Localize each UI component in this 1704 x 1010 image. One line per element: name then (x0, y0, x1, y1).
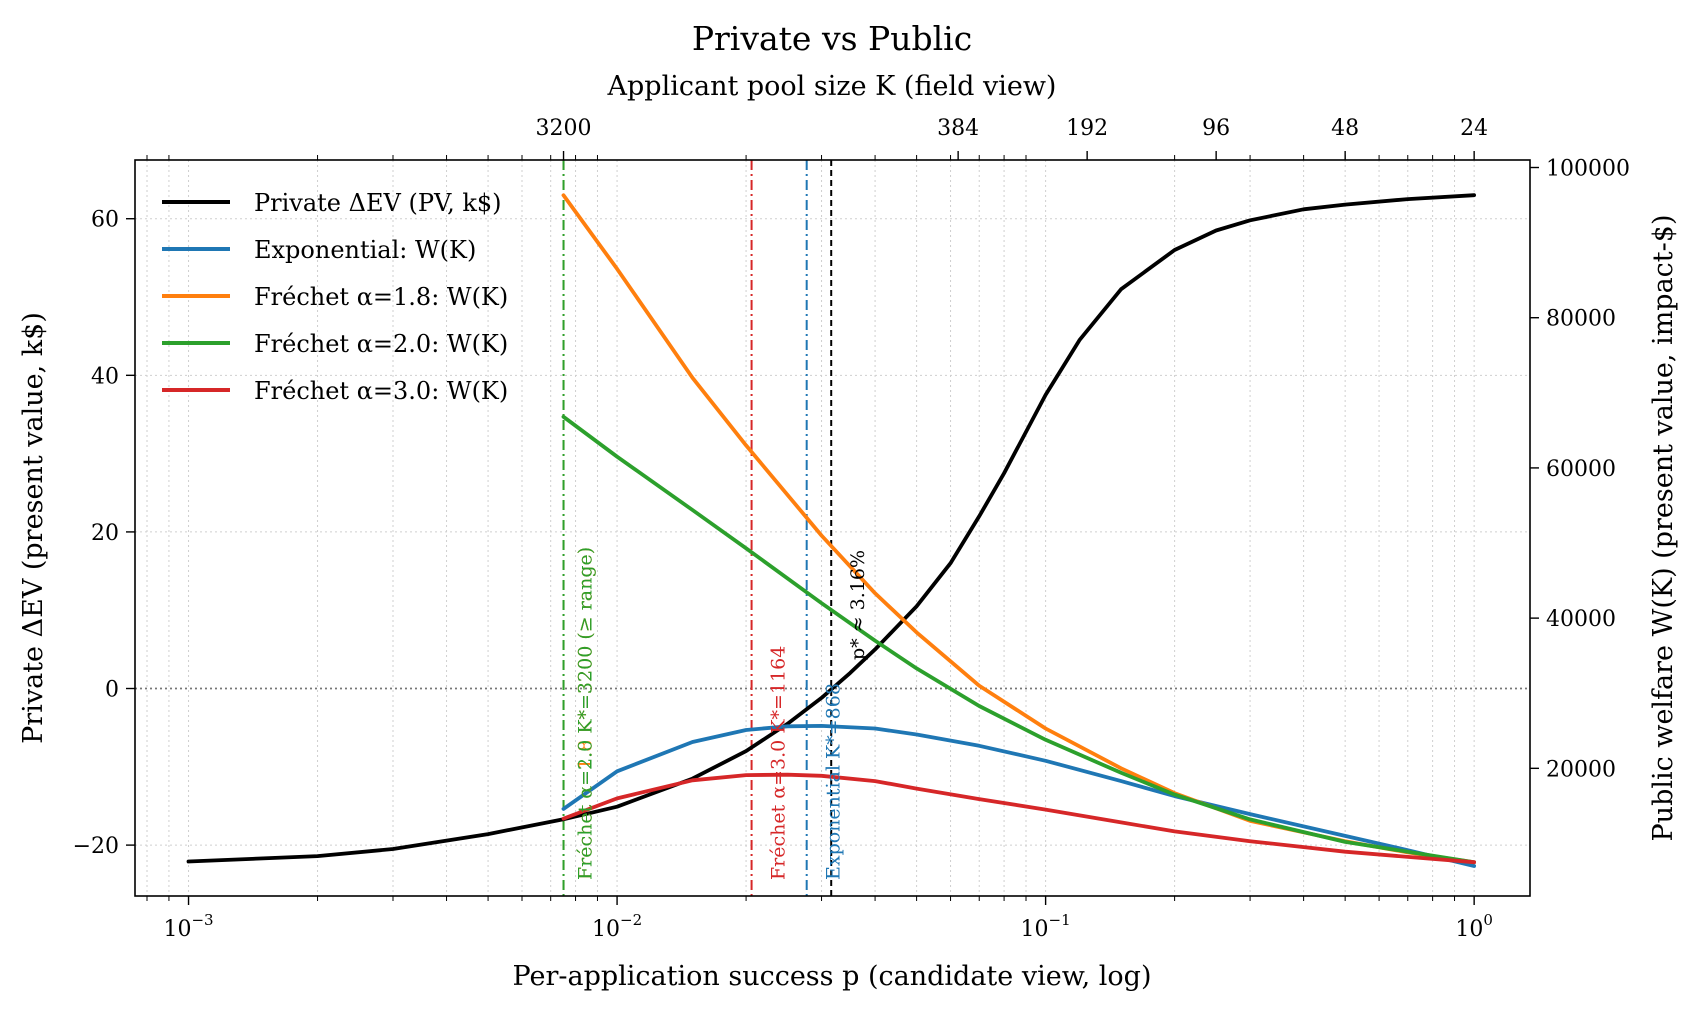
series-layer (186, 193, 1476, 868)
y-right-tick-label: 60000 (1546, 457, 1616, 482)
top-tick-label: 192 (1066, 116, 1108, 141)
y-right-tick-label: 80000 (1546, 307, 1616, 332)
y-left-tick-label: 60 (91, 208, 119, 233)
marker-lines (562, 160, 833, 896)
y-left-tick-label: 40 (91, 364, 119, 389)
series-line (561, 193, 1476, 865)
marker-annotation: p* ≈ 3.16% (847, 550, 869, 660)
x-axis-title: Per-application success p (candidate vie… (513, 961, 1152, 992)
x-tick-label: 10−3 (163, 911, 213, 942)
legend: Private ΔEV (PV, k$) Exponential: W(K) Fré… (162, 189, 508, 405)
series-line (561, 772, 1476, 865)
marker-annotations: Fréchet α=1.8 K*=3200 (≥ range)Fréchet α… (575, 547, 870, 880)
x-tick-label: 10−2 (592, 911, 642, 942)
series-line (561, 724, 1476, 868)
y-right-tick-label: 40000 (1546, 607, 1616, 632)
y-right-tick-label: 20000 (1546, 757, 1616, 782)
series-line (561, 414, 1476, 865)
y-left-tick-label: −20 (73, 834, 119, 859)
plot-frame (134, 159, 1531, 897)
top-tick-label: 48 (1331, 116, 1359, 141)
x-tick-label: 10−1 (1021, 911, 1071, 942)
marker-annotation: Exponential K*=868 (823, 683, 845, 880)
legend-label: Fréchet α=3.0: W(K) (254, 377, 508, 405)
marker-annotation: Fréchet α=3.0 K*=1164 (768, 646, 790, 880)
legend-label: Fréchet α=1.8: W(K) (254, 283, 508, 311)
top-tick-label: 24 (1460, 116, 1488, 141)
y-left-tick-label: 0 (105, 678, 119, 703)
chart-title: Private vs Public (692, 19, 972, 58)
marker-annotation: Fréchet α=2.0 K*=3200 (≥ range) (575, 547, 597, 880)
axes: 10−3 10−2 10−1 100 −20 0 20 40 60 20000 40000 60000… (73, 116, 1630, 942)
top-tick-label: 384 (937, 116, 979, 141)
top-tick-label: 3200 (536, 116, 592, 141)
legend-label: Private ΔEV (PV, k$) (254, 189, 502, 217)
y-right-tick-label: 100000 (1546, 157, 1630, 182)
y-axis-title-left: Private ΔEV (present value, k$) (18, 312, 49, 744)
legend-label: Fréchet α=2.0: W(K) (254, 330, 508, 358)
marker-annotation: Fréchet α=1.8 K*=3200 (≥ range) (575, 547, 597, 880)
top-tick-label: 96 (1202, 116, 1230, 141)
y-left-tick-label: 20 (91, 521, 119, 546)
y-axis-title-right: Public welfare W(K) (present value, impa… (1648, 215, 1679, 842)
x-tick-label: 100 (1455, 911, 1493, 942)
legend-label: Exponential: W(K) (254, 236, 476, 264)
top-axis-title: Applicant pool size K (field view) (607, 71, 1057, 102)
